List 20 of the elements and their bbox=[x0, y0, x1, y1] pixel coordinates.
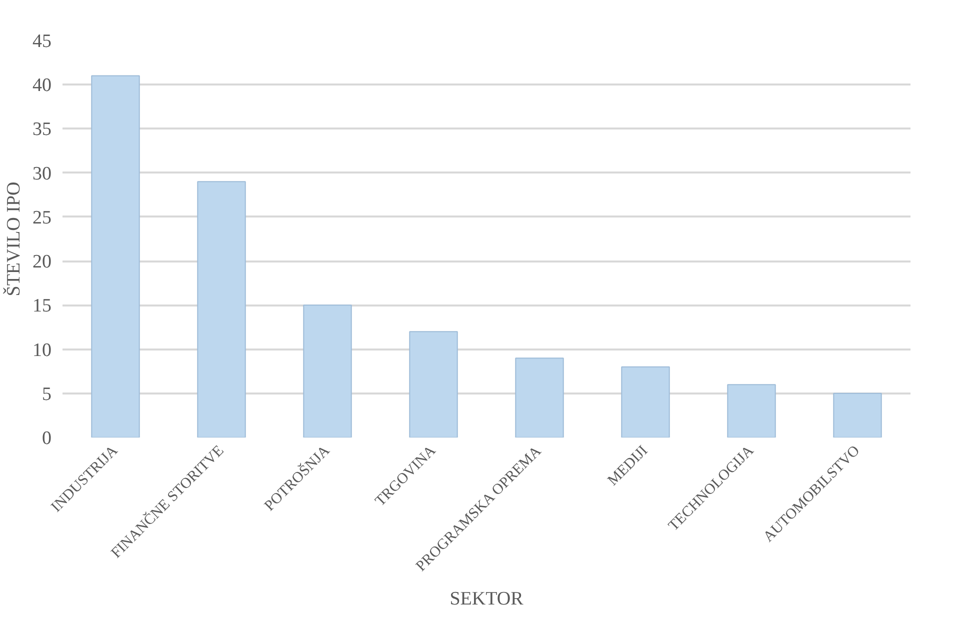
bar bbox=[303, 304, 352, 438]
bar bbox=[727, 384, 776, 438]
y-tick-label: 40 bbox=[32, 75, 52, 96]
bar bbox=[621, 366, 670, 438]
bar bbox=[409, 331, 458, 438]
y-tick-label: 0 bbox=[42, 428, 52, 449]
bar bbox=[197, 181, 246, 438]
y-axis-title: ŠTEVILO IPO bbox=[2, 182, 24, 296]
y-tick-label: 30 bbox=[32, 163, 52, 184]
y-tick-label: 35 bbox=[32, 119, 52, 140]
y-tick-label: 15 bbox=[32, 296, 52, 317]
x-axis-title: SEKTOR bbox=[450, 588, 524, 610]
bar bbox=[833, 392, 882, 438]
y-tick-label: 5 bbox=[42, 384, 52, 405]
bar bbox=[91, 75, 140, 438]
y-tick-label: 45 bbox=[32, 31, 52, 52]
y-tick-label: 10 bbox=[32, 340, 52, 361]
bar bbox=[515, 358, 564, 438]
y-tick-label: 25 bbox=[32, 207, 52, 228]
y-tick-label: 20 bbox=[32, 252, 52, 273]
